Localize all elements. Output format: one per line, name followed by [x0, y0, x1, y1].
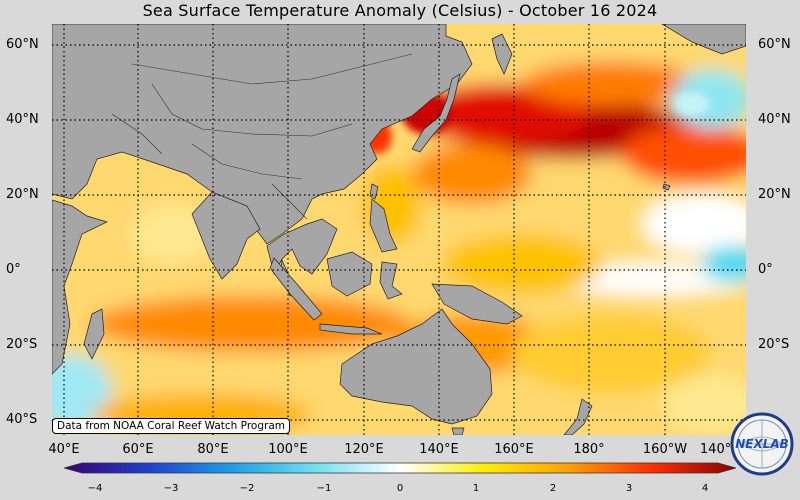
colorbar-tick: −2 — [239, 483, 255, 494]
madagascar-island — [83, 308, 105, 360]
lon-label: 120°E — [344, 442, 384, 457]
lon-label: 140°E — [419, 442, 459, 457]
lon-label: 180° — [573, 442, 605, 457]
graticule — [52, 24, 746, 435]
colorbar-tick: 0 — [396, 483, 404, 494]
lat-label-left: 20°S — [6, 337, 38, 352]
lon-label: 80°E — [197, 442, 229, 457]
colorbar-tick: 3 — [625, 483, 633, 494]
lat-label-right: 20°S — [758, 337, 790, 352]
lon-label: 160°E — [494, 442, 534, 457]
java-island — [319, 323, 383, 335]
colorbar-tick: 1 — [472, 483, 480, 494]
philippines-islands — [369, 198, 398, 253]
logo-text: NEXLAB — [735, 437, 789, 451]
indochina-peninsula — [266, 218, 338, 275]
new-zealand-islands — [563, 398, 593, 435]
north-america-landmass — [661, 24, 746, 55]
lon-label: 60°E — [122, 442, 154, 457]
colorbar — [64, 462, 736, 474]
australia-landmass — [339, 308, 493, 425]
lat-label-right: 20°N — [758, 187, 791, 202]
asia-landmass — [52, 24, 473, 245]
africa-landmass — [52, 199, 108, 375]
colorbar-tick: −3 — [163, 483, 179, 494]
lat-label-right: 60°N — [758, 37, 791, 52]
new-guinea-island — [431, 283, 523, 325]
colorbar-tick: −1 — [316, 483, 332, 494]
hawaii-islands — [662, 183, 671, 191]
colorbar-tick: 4 — [701, 483, 709, 494]
india-subcontinent — [191, 191, 261, 280]
sumatra-island — [269, 257, 323, 321]
lat-label-left: 60°N — [6, 37, 39, 52]
lat-label-left: 40°N — [6, 112, 39, 127]
country-borders — [111, 53, 413, 220]
borneo-island — [326, 251, 373, 297]
lon-label: 40°E — [48, 442, 80, 457]
lat-label-left: 40°S — [6, 412, 38, 427]
sulawesi-island — [379, 261, 403, 300]
colorbar-tick: −4 — [87, 483, 103, 494]
map-title: Sea Surface Temperature Anomaly (Celsius… — [142, 1, 658, 20]
nexlab-logo: NEXLAB — [730, 412, 794, 476]
lat-label-right: 0° — [758, 262, 773, 277]
lat-label-right: 40°N — [758, 112, 791, 127]
land-masses — [52, 24, 746, 435]
sst-anomaly-map — [52, 24, 746, 435]
lon-label: 100°E — [268, 442, 308, 457]
lat-label-left: 20°N — [6, 187, 39, 202]
tasmania-island — [451, 427, 465, 435]
sakhalin-kamchatka — [491, 33, 513, 75]
lat-label-left: 0° — [6, 262, 21, 277]
data-credit: Data from NOAA Coral Reef Watch Program — [52, 418, 290, 434]
colorbar-tick: 2 — [549, 483, 557, 494]
lon-label: 160°W — [642, 442, 688, 457]
